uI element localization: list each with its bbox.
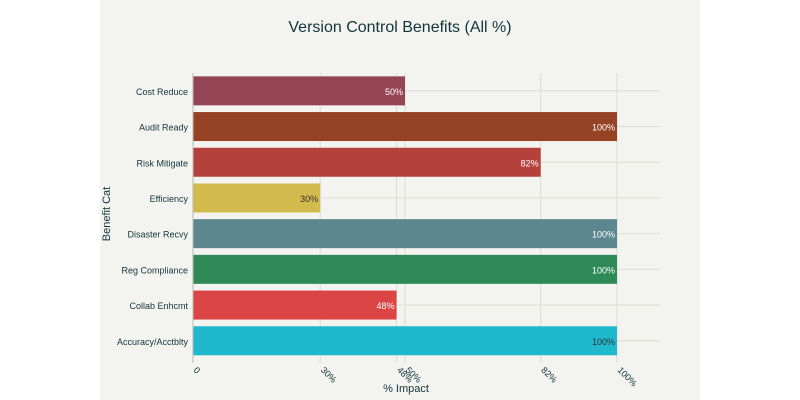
y-tick-label: Accuracy/Acctblty <box>117 337 189 347</box>
data-label: 100% <box>592 337 615 347</box>
data-label: 100% <box>592 230 615 240</box>
data-label: 82% <box>521 158 539 168</box>
y-axis-label: Benefit Cat <box>101 187 113 241</box>
y-tick-label: Risk Mitigate <box>136 158 188 168</box>
bar <box>193 290 397 320</box>
y-tick-label: Collab Enhcmt <box>129 301 188 311</box>
y-tick-label: Reg Compliance <box>121 265 188 275</box>
y-tick-labels: Cost Reduce Audit Ready Risk Mitigate Effic… <box>117 87 189 347</box>
y-tick-label: Disaster Recvy <box>127 230 188 240</box>
bar <box>193 183 321 213</box>
bar <box>193 112 617 142</box>
chart-title: Version Control Benefits (All %) <box>288 19 511 36</box>
data-label: 50% <box>385 87 403 97</box>
y-tick-label: Efficiency <box>150 194 189 204</box>
bar <box>193 326 617 356</box>
bar <box>193 219 617 249</box>
y-tick-label: Audit Ready <box>139 123 189 133</box>
bar <box>193 76 405 106</box>
x-tick-label: 0 <box>192 365 203 376</box>
data-label: 100% <box>592 265 615 275</box>
data-label: 30% <box>300 194 318 204</box>
data-label: 48% <box>377 301 395 311</box>
bar <box>193 147 541 177</box>
y-tick-label: Cost Reduce <box>136 87 188 97</box>
x-axis-label: % Impact <box>383 383 429 395</box>
data-label: 100% <box>592 123 615 133</box>
bars: 50% 100% 82% 30% 100% 100% 48% 100% <box>193 76 617 356</box>
bar <box>193 254 617 284</box>
